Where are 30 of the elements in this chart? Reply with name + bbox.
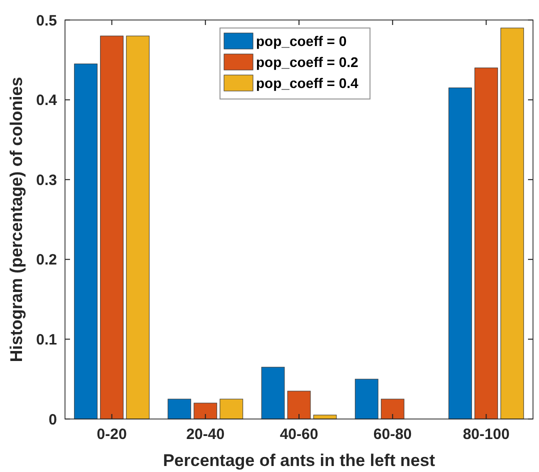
x-tick-label: 40-60 xyxy=(280,426,318,443)
x-tick-label: 0-20 xyxy=(96,426,127,443)
bar xyxy=(126,36,150,420)
bar xyxy=(100,36,124,420)
y-tick-label: 0.3 xyxy=(36,172,57,189)
x-axis-title: Percentage of ants in the left nest xyxy=(162,451,436,470)
x-tick-label: 80-100 xyxy=(462,426,510,443)
bar xyxy=(261,366,285,420)
y-tick-label: 0.2 xyxy=(36,252,57,269)
y-tick-label: 0.4 xyxy=(36,92,58,110)
bar xyxy=(474,68,498,420)
bar xyxy=(354,378,378,420)
x-tick-label: 60-80 xyxy=(373,426,412,443)
y-tick-label: 0.5 xyxy=(36,12,57,30)
bar xyxy=(380,398,404,420)
bar xyxy=(313,414,337,420)
bar xyxy=(448,88,472,420)
y-tick-label: 0 xyxy=(48,411,57,428)
bar xyxy=(220,398,244,420)
bar xyxy=(500,28,524,420)
bar xyxy=(74,64,98,420)
y-axis-title: Histogram (percentage) of colonies xyxy=(7,76,26,362)
bar xyxy=(287,390,311,420)
bar xyxy=(168,398,192,420)
legend-label: pop_coeff = 0 xyxy=(256,32,347,49)
y-tick-label: 0.1 xyxy=(36,331,57,348)
legend-label: pop_coeff = 0.2 xyxy=(256,54,359,70)
legend-label: pop_coeff = 0.4 xyxy=(256,74,359,91)
bar xyxy=(194,402,218,420)
x-tick-label: 20-40 xyxy=(186,426,225,443)
